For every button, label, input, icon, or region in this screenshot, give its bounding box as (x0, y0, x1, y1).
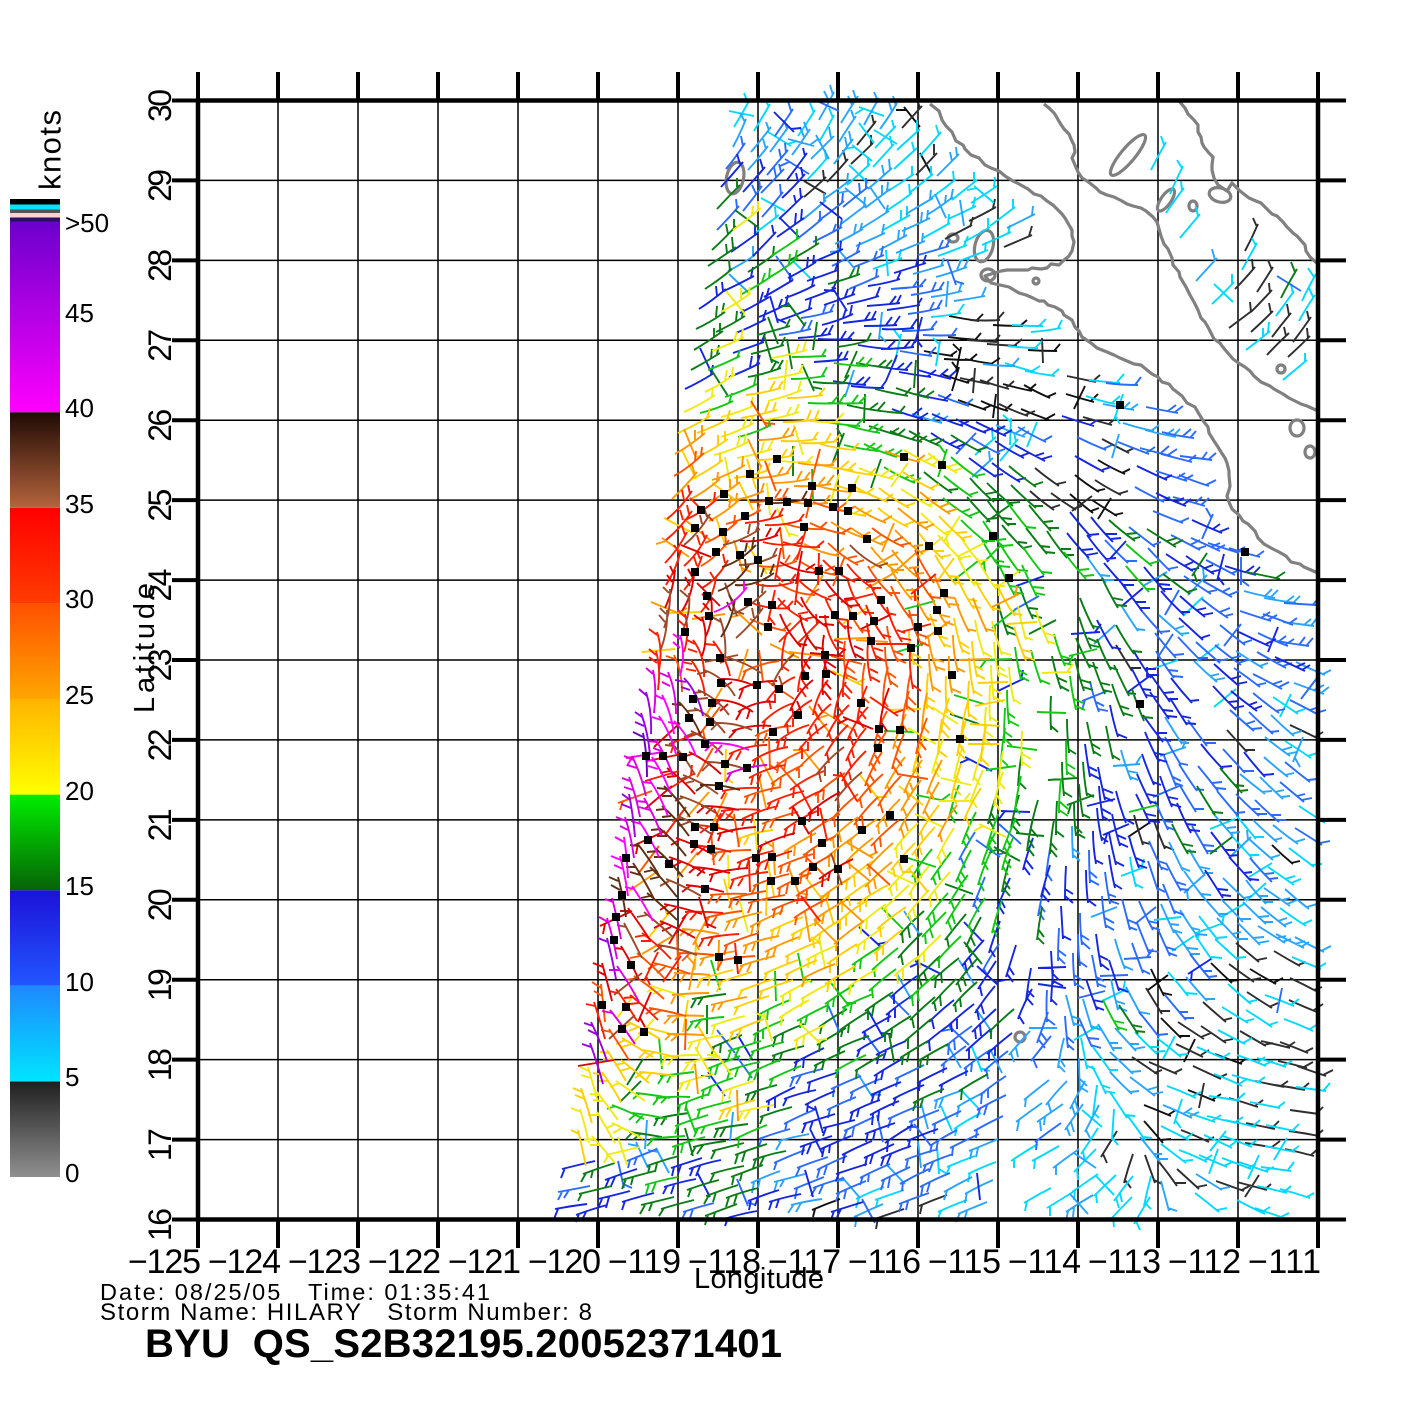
svg-text:−124: −124 (208, 1243, 281, 1281)
svg-text:knots: knots (33, 110, 68, 190)
svg-text:23: 23 (142, 649, 178, 682)
svg-text:26: 26 (142, 409, 178, 442)
svg-text:−112: −112 (1168, 1243, 1241, 1281)
svg-text:25: 25 (65, 680, 94, 710)
svg-text:10: 10 (65, 967, 94, 997)
svg-text:−123: −123 (288, 1243, 361, 1281)
svg-text:0: 0 (65, 1158, 79, 1188)
svg-text:−111: −111 (1248, 1243, 1321, 1281)
svg-text:16: 16 (142, 1208, 178, 1241)
svg-text:27: 27 (142, 329, 178, 362)
svg-text:>50: >50 (65, 208, 109, 238)
svg-text:Latitude: Latitude (129, 583, 161, 713)
svg-text:40: 40 (65, 393, 94, 423)
svg-text:35: 35 (65, 489, 94, 519)
svg-text:21: 21 (142, 808, 178, 841)
svg-text:20: 20 (65, 776, 94, 806)
svg-text:15: 15 (65, 871, 94, 901)
svg-text:−117: −117 (768, 1243, 841, 1281)
svg-text:45: 45 (65, 298, 94, 328)
svg-text:−119: −119 (608, 1243, 681, 1281)
svg-text:Longitude: Longitude (694, 1263, 824, 1295)
svg-text:17: 17 (142, 1128, 178, 1161)
svg-text:24: 24 (142, 569, 178, 602)
svg-text:20: 20 (142, 888, 178, 921)
svg-text:29: 29 (142, 169, 178, 202)
svg-text:−115: −115 (928, 1243, 1001, 1281)
svg-text:−116: −116 (848, 1243, 921, 1281)
svg-text:Storm Name: HILARY Storm Num: Storm Name: HILARY Storm Number: 8 (100, 1299, 592, 1326)
svg-text:−113: −113 (1088, 1243, 1161, 1281)
svg-text:5: 5 (65, 1062, 79, 1092)
svg-text:25: 25 (142, 489, 178, 522)
svg-text:22: 22 (142, 728, 178, 761)
svg-text:−114: −114 (1008, 1243, 1081, 1281)
svg-text:−125: −125 (128, 1243, 201, 1281)
svg-text:−121: −121 (448, 1243, 521, 1281)
svg-text:19: 19 (142, 968, 178, 1001)
svg-text:−122: −122 (368, 1243, 441, 1281)
svg-text:−120: −120 (528, 1243, 601, 1281)
svg-text:−118: −118 (688, 1243, 761, 1281)
svg-text:30: 30 (142, 89, 178, 122)
svg-text:28: 28 (142, 249, 178, 282)
svg-text:18: 18 (142, 1048, 178, 1081)
svg-text:30: 30 (65, 584, 94, 614)
svg-text:BYU QS_S2B32195.20052371401: BYU QS_S2B32195.20052371401 (145, 1322, 782, 1366)
